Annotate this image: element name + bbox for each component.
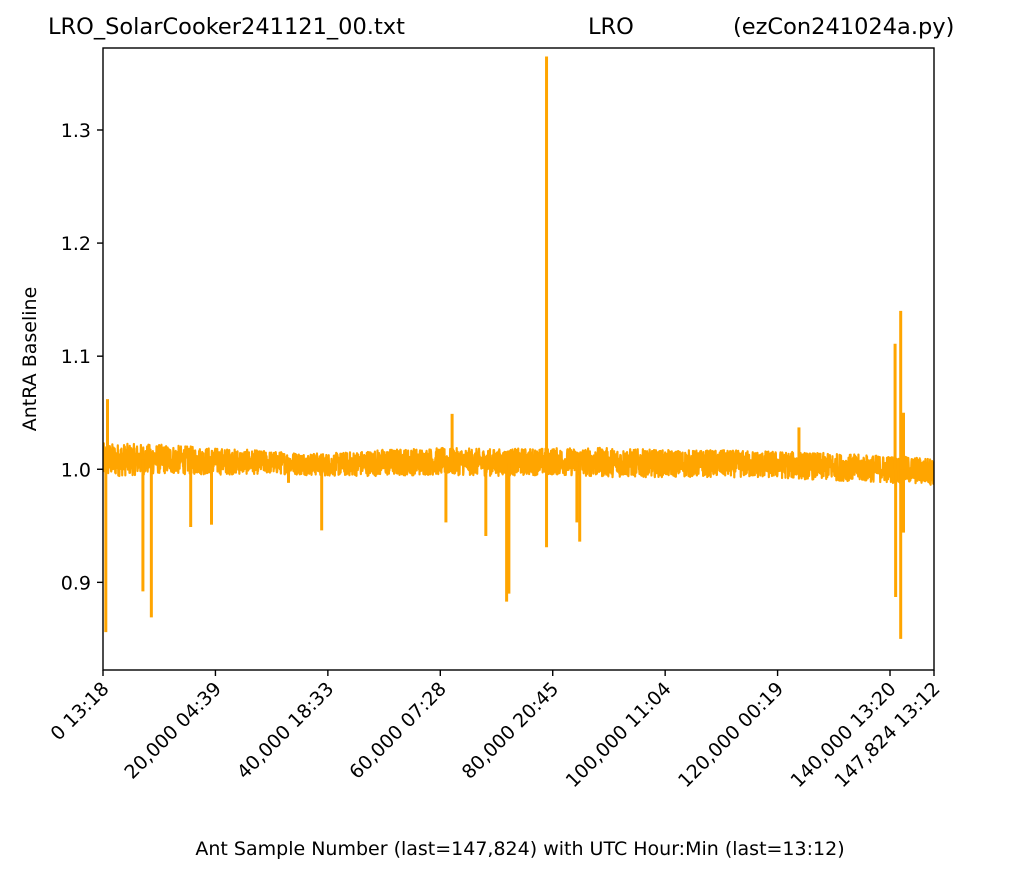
x-tick-label-0: 0 13:18	[46, 678, 113, 745]
x-tick-label-1: 20,000 04:39	[120, 678, 226, 784]
y-tick-label-0: 0.9	[61, 572, 91, 594]
x-axis-label: Ant Sample Number (last=147,824) with UT…	[195, 838, 845, 860]
title-site: LRO	[588, 14, 634, 40]
plot-frame	[102, 47, 935, 671]
x-tick-label-3: 60,000 07:28	[345, 678, 451, 784]
title-script: (ezCon241024a.py)	[733, 14, 955, 40]
x-tick-label-2: 40,000 18:33	[233, 678, 339, 784]
y-tick-label-2: 1.1	[61, 346, 91, 368]
series-line	[103, 442, 934, 486]
y-tick-label-3: 1.2	[61, 233, 91, 255]
y-tick-label-1: 1.0	[61, 459, 91, 481]
title-filename: LRO_SolarCooker241121_00.txt	[48, 14, 405, 40]
y-axis-label: AntRA Baseline	[19, 287, 41, 432]
x-tick-label-4: 80,000 20:45	[458, 678, 564, 784]
x-tick-label-5: 100,000 11:04	[562, 678, 676, 792]
y-tick-label-4: 1.3	[61, 120, 91, 142]
x-tick-label-6: 120,000 00:19	[674, 678, 788, 792]
